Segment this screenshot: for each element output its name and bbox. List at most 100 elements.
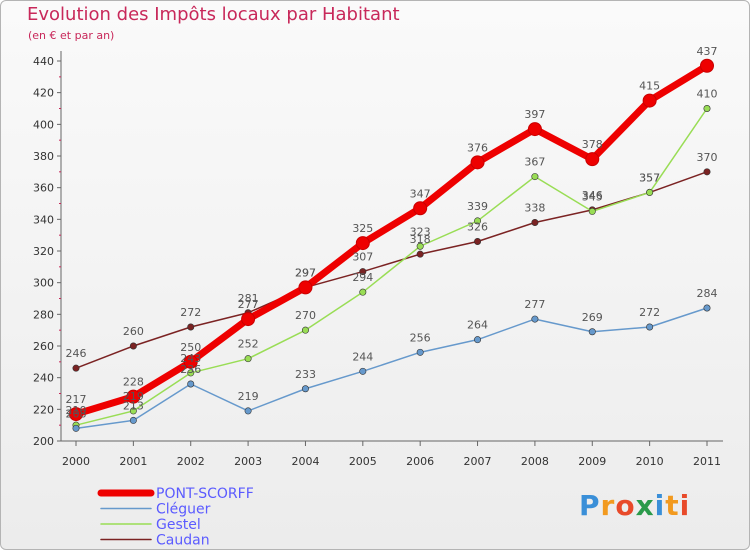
logo-letter: x — [635, 489, 655, 522]
y-tick-label: 280 — [33, 308, 54, 321]
data-point-gestel — [359, 288, 367, 296]
data-point-pont-scorff — [298, 280, 313, 295]
chart-subtitle: (en € et par an) — [28, 29, 115, 42]
data-label-cl-guer: 277 — [524, 298, 545, 311]
data-label-caudan: 357 — [639, 171, 660, 184]
x-tick-label: 2007 — [464, 455, 492, 468]
data-label-cl-guer: 233 — [295, 368, 316, 381]
y-tick-label: 340 — [33, 213, 54, 226]
y-tick-label: 300 — [33, 277, 54, 290]
data-label-pont-scorff: 325 — [352, 222, 373, 235]
data-point-gestel — [301, 326, 309, 334]
data-label-gestel: 410 — [697, 88, 718, 101]
y-tick-label: 420 — [33, 87, 54, 100]
data-label-pont-scorff: 217 — [66, 393, 87, 406]
legend-label-gestel: Gestel — [156, 517, 201, 533]
data-label-gestel: 210 — [66, 404, 87, 417]
data-point-gestel — [416, 242, 424, 250]
data-point-caudan — [703, 168, 711, 176]
y-tick-label: 320 — [33, 245, 54, 258]
x-tick-label: 2001 — [119, 455, 147, 468]
x-tick-label: 2004 — [291, 455, 319, 468]
series-line-gestel — [75, 107, 708, 426]
data-point-pont-scorff — [470, 155, 485, 170]
data-label-cl-guer: 219 — [238, 390, 259, 403]
data-point-cl-guer — [72, 424, 80, 432]
data-label-cl-guer: 236 — [180, 363, 201, 376]
data-label-caudan: 307 — [352, 251, 373, 264]
data-point-cl-guer — [531, 315, 539, 323]
x-tick-label: 2006 — [406, 455, 434, 468]
data-label-cl-guer: 272 — [639, 306, 660, 319]
data-label-caudan: 281 — [238, 292, 259, 305]
data-label-gestel: 294 — [352, 271, 373, 284]
x-tick-label: 2009 — [578, 455, 606, 468]
y-tick-label: 400 — [33, 118, 54, 131]
data-label-cl-guer: 264 — [467, 319, 488, 332]
data-point-pont-scorff — [585, 152, 600, 167]
chart-axes: 200 220 240 260 280 300 320 340 360 380 400 420 440 2… — [33, 51, 723, 468]
chart-title: Evolution des Impôts locaux par Habitant — [27, 4, 400, 25]
data-label-pont-scorff: 297 — [295, 266, 316, 279]
x-tick-label: 2003 — [234, 455, 262, 468]
y-tick-label: 380 — [33, 150, 54, 163]
data-point-cl-guer — [474, 336, 482, 344]
data-point-caudan — [531, 219, 539, 227]
legend-label-caudan: Caudan — [156, 533, 210, 549]
data-label-cl-guer: 244 — [352, 350, 373, 363]
y-tick-label: 440 — [33, 55, 54, 68]
x-tick-label: 2011 — [693, 455, 721, 468]
data-point-gestel — [129, 407, 137, 415]
data-label-caudan: 297 — [295, 266, 316, 279]
data-label-gestel: 252 — [238, 338, 259, 351]
x-tick-label: 2008 — [521, 455, 549, 468]
data-label-cl-guer: 208 — [66, 407, 87, 420]
data-label-pont-scorff: 347 — [410, 187, 431, 200]
data-point-cl-guer — [588, 328, 596, 336]
y-tick-label: 240 — [33, 372, 54, 385]
data-point-pont-scorff — [241, 312, 256, 327]
data-point-pont-scorff — [355, 236, 370, 251]
data-label-cl-guer: 213 — [123, 399, 144, 412]
data-label-pont-scorff: 376 — [467, 141, 488, 154]
data-label-caudan: 318 — [410, 233, 431, 246]
logo-letter: t — [665, 489, 680, 522]
data-point-gestel — [531, 173, 539, 181]
data-point-cl-guer — [359, 367, 367, 375]
data-label-pont-scorff: 228 — [123, 376, 144, 389]
data-label-gestel: 345 — [582, 190, 603, 203]
series-line-caudan — [75, 171, 708, 369]
x-tick-label: 2002 — [177, 455, 205, 468]
data-point-caudan — [359, 268, 367, 276]
x-tick-label: 2000 — [62, 455, 90, 468]
data-label-cl-guer: 269 — [582, 311, 603, 324]
y-tick-label: 260 — [33, 340, 54, 353]
data-label-caudan: 326 — [467, 221, 488, 234]
data-label-gestel: 243 — [180, 352, 201, 365]
data-point-gestel — [703, 105, 711, 113]
x-tick-label: 2005 — [349, 455, 377, 468]
data-point-gestel — [244, 355, 252, 363]
data-point-cl-guer — [301, 385, 309, 393]
data-label-pont-scorff: 378 — [582, 138, 603, 151]
data-label-caudan: 272 — [180, 306, 201, 319]
data-point-caudan — [474, 238, 482, 246]
data-label-gestel: 270 — [295, 309, 316, 322]
data-label-gestel: 367 — [524, 156, 545, 169]
x-tick-label: 2010 — [636, 455, 664, 468]
data-label-caudan: 260 — [123, 325, 144, 338]
data-point-pont-scorff — [700, 58, 714, 73]
logo-letter: P — [579, 489, 601, 522]
y-tick-label: 360 — [33, 182, 54, 195]
proxiti-logo: Proxiti — [579, 489, 690, 522]
data-point-pont-scorff — [69, 407, 83, 422]
data-point-gestel — [187, 369, 195, 377]
data-label-gestel: 323 — [410, 225, 431, 238]
data-point-gestel — [474, 217, 482, 225]
data-label-gestel: 339 — [467, 200, 488, 213]
data-point-cl-guer — [646, 323, 654, 331]
data-point-caudan — [416, 250, 424, 258]
logo-letter: i — [654, 489, 666, 522]
data-point-cl-guer — [244, 407, 252, 415]
